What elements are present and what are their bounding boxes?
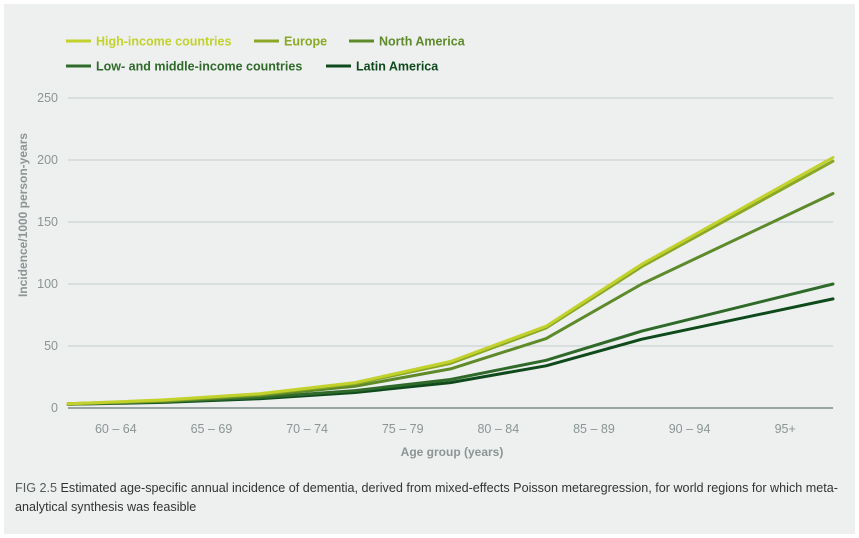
figure-caption: FIG 2.5 Estimated age-specific annual in… — [15, 479, 845, 517]
legend-label: North America — [379, 35, 466, 49]
x-tick-label: 95+ — [775, 422, 796, 436]
figure-label: FIG 2.5 — [15, 481, 57, 495]
y-tick-label: 100 — [37, 277, 58, 291]
series-line — [66, 297, 835, 406]
x-tick-label: 75 – 79 — [382, 422, 424, 436]
x-tick-labels: 60 – 64 65 – 69 70 – 74 75 – 79 80 – 84 85 – … — [95, 422, 796, 436]
x-tick-label: 65 – 69 — [191, 422, 233, 436]
x-tick-label: 60 – 64 — [95, 422, 137, 436]
x-axis-title: Age group (years) — [401, 445, 504, 459]
legend-label: Low- and middle-income countries — [96, 60, 302, 74]
y-tick-label: 250 — [37, 91, 58, 105]
y-tick-labels: 0 50 100 150 200 250 — [37, 91, 58, 415]
legend-label: Europe — [284, 35, 327, 49]
x-tick-label: 90 – 94 — [669, 422, 711, 436]
series-line — [66, 282, 835, 406]
x-tick-label: 70 – 74 — [286, 422, 328, 436]
legend-label: Latin America — [356, 60, 439, 74]
caption-text: Estimated age-specific annual incidence … — [15, 481, 838, 514]
x-tick-label: 85 – 89 — [573, 422, 615, 436]
x-tick-label: 80 – 84 — [477, 422, 519, 436]
y-tick-label: 50 — [44, 339, 58, 353]
figure-panel — [4, 4, 855, 534]
legend: High-income countries Europe North America… — [66, 35, 466, 74]
gridlines — [68, 97, 833, 409]
legend-label: High-income countries — [96, 35, 231, 49]
y-tick-label: 0 — [51, 401, 58, 415]
y-tick-label: 200 — [37, 153, 58, 167]
series-lines — [66, 156, 835, 406]
y-axis-title: Incidence/1000 person-years — [16, 133, 30, 297]
series-line — [66, 159, 835, 406]
y-tick-label: 150 — [37, 215, 58, 229]
series-line — [66, 156, 835, 406]
